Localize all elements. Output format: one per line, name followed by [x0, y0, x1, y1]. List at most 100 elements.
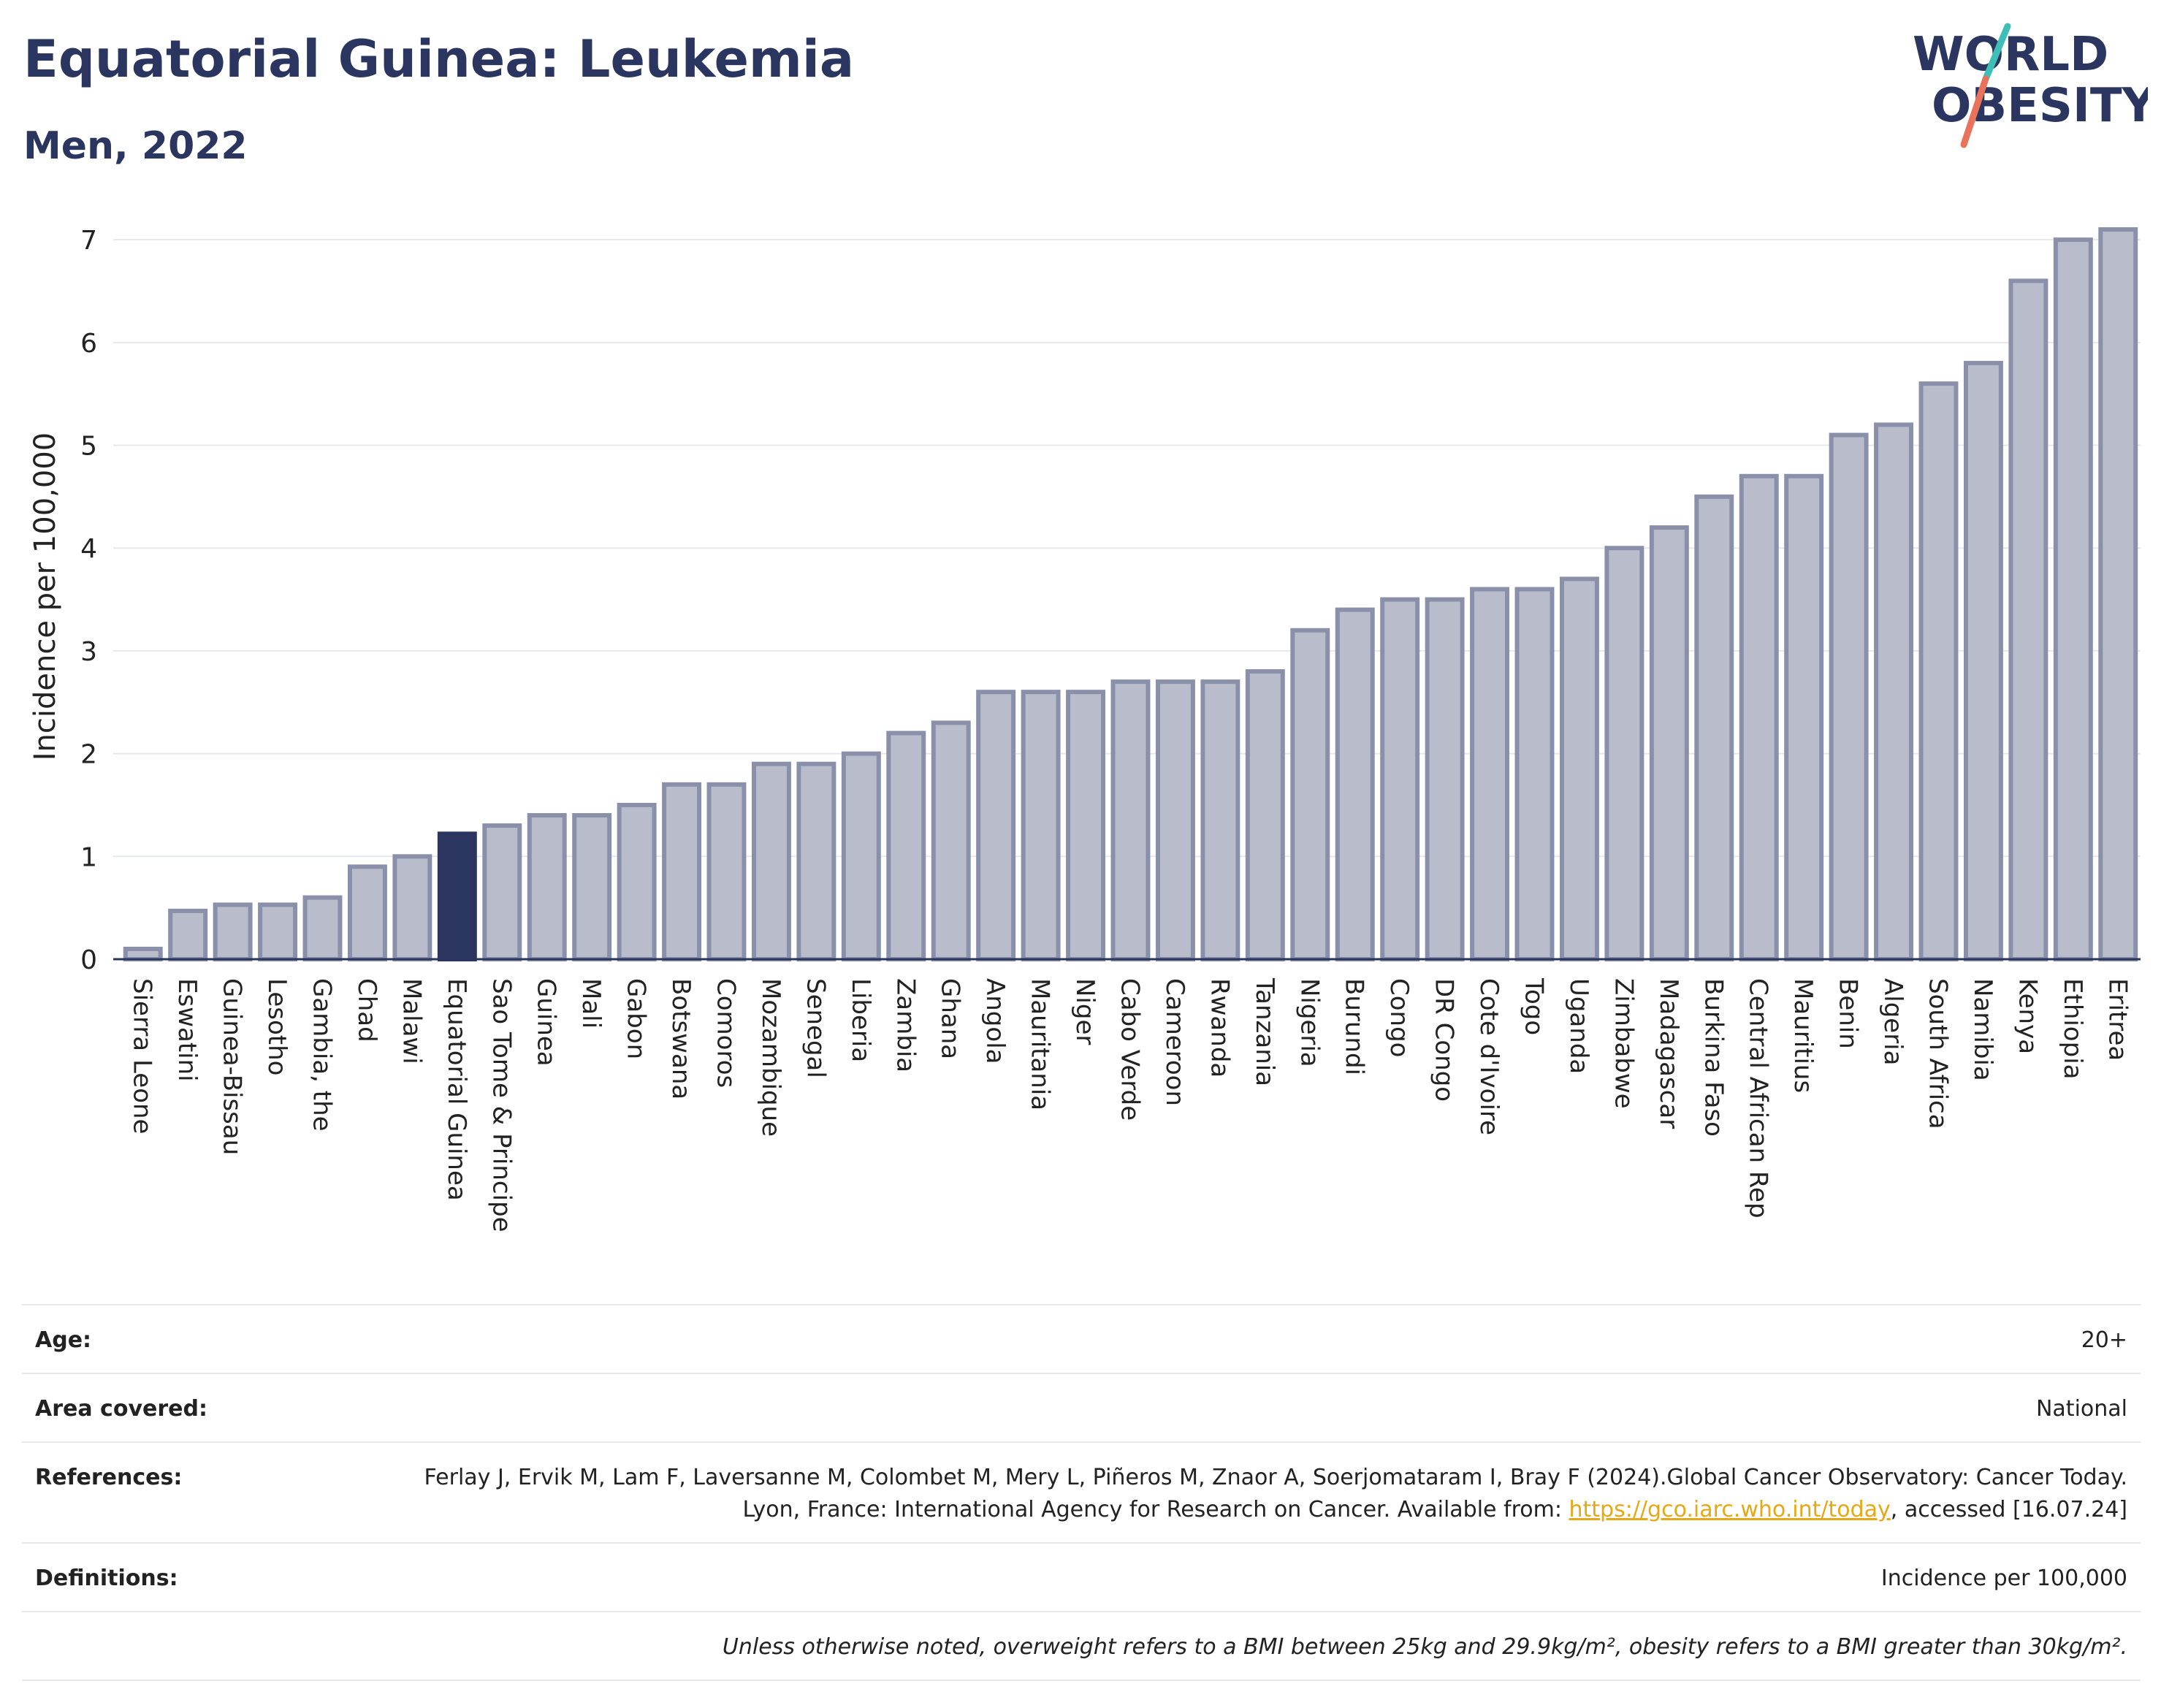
y-tick-label: 7 [80, 226, 97, 256]
bar-ghana [931, 720, 971, 961]
x-tick-label: Niger [1070, 978, 1099, 1045]
y-tick-label: 3 [80, 637, 97, 667]
y-tick-label: 6 [80, 329, 97, 359]
bar-namibia [1963, 360, 2003, 961]
bar-benin [1829, 432, 1869, 962]
bar-gambia-the [302, 895, 343, 961]
logo-slash-coral [1960, 75, 1989, 148]
x-tick-label: Gabon [622, 978, 651, 1059]
references-link[interactable]: https://gco.iarc.who.int/today [1569, 1497, 1891, 1522]
bar-chad [347, 864, 387, 961]
bar-cabo-verde [1110, 679, 1151, 961]
bar-congo [1380, 597, 1420, 961]
bar-gabon [617, 802, 657, 961]
bar-burkina-faso [1694, 494, 1734, 961]
age-value: 20+ [2081, 1327, 2127, 1353]
x-tick-label: Uganda [1564, 978, 1593, 1074]
x-tick-label: Central African Rep [1744, 978, 1773, 1219]
bar-angola [976, 690, 1016, 961]
bar-senegal [796, 761, 836, 961]
x-tick-label: Sao Tome & Principe [487, 978, 516, 1232]
bar-eswatini [168, 908, 208, 961]
bar-zambia [886, 731, 926, 961]
references-value: Ferlay J, Ervik M, Lam F, Laversanne M, … [411, 1462, 2127, 1526]
x-tick-label: Botswana [666, 978, 695, 1099]
bar-equatorial-guinea [437, 831, 477, 961]
x-tick-label: Burkina Faso [1699, 978, 1728, 1137]
y-tick-label: 5 [80, 432, 97, 462]
definitions-value: Incidence per 100,000 [1880, 1566, 2127, 1591]
x-tick-label: Angola [980, 978, 1010, 1064]
bar-ethiopia [2053, 237, 2093, 961]
bar-zimbabwe [1604, 546, 1644, 961]
x-tick-label: Liberia [846, 978, 875, 1062]
bar-central-african-rep [1739, 473, 1779, 962]
references-label: References: [35, 1465, 183, 1490]
age-label: Age: [35, 1327, 92, 1353]
references-suffix: , accessed [16.07.24] [1890, 1497, 2127, 1522]
x-tick-label: Mali [576, 978, 606, 1029]
area-value: National [2035, 1396, 2127, 1422]
bar-lesotho [258, 902, 298, 961]
x-tick-label: Sierra Leone [128, 978, 157, 1134]
bar-madagascar [1649, 525, 1689, 962]
x-tick-label: Lesotho [262, 978, 291, 1075]
bar-guinea [527, 813, 567, 961]
info-row-definitions: Definitions: Incidence per 100,000 [22, 1542, 2141, 1611]
x-tick-label: Ghana [936, 978, 965, 1059]
info-row-area: Area covered: National [22, 1373, 2141, 1441]
bar-south-africa [1918, 381, 1959, 962]
x-tick-label: Malawi [397, 978, 426, 1064]
chart-subtitle: Men, 2022 [23, 124, 248, 168]
bar-malawi [392, 854, 432, 961]
x-tick-label: Togo [1520, 977, 1549, 1035]
bar-kenya [2008, 278, 2048, 961]
x-tick-label: Mauritius [1788, 978, 1818, 1093]
world-obesity-logo: WORLD OBESITY [1913, 23, 2148, 148]
info-table: Age: 20+ Area covered: National Referenc… [22, 1304, 2141, 1681]
bar-dr-congo [1425, 597, 1465, 961]
bmi-note: Unless otherwise noted, overweight refer… [722, 1634, 2127, 1660]
info-row-note: Unless otherwise noted, overweight refer… [22, 1611, 2141, 1681]
y-axis-title: Incidence per 100,000 [28, 432, 62, 761]
x-tick-label: Congo [1384, 978, 1414, 1057]
x-tick-label: Cabo Verde [1116, 978, 1145, 1121]
logo-line2: OBESITY [1932, 79, 2148, 133]
bar-chart: 0 1 2 3 4 5 6 7 Incidence per 100,000 Sierra Leon… [28, 226, 2141, 1232]
bar-eritrea [2098, 227, 2138, 961]
bar-cote-d-ivoire [1470, 587, 1510, 961]
x-tick-label: Namibia [1968, 978, 1997, 1081]
x-tick-label: Zambia [891, 978, 920, 1072]
bar-sao-tome-principe [482, 823, 522, 961]
x-tick-label: Algeria [1878, 978, 1907, 1065]
x-tick-label: Guinea-Bissau [218, 978, 247, 1155]
y-tick-label: 1 [80, 842, 97, 872]
x-tick-label: Nigeria [1295, 978, 1324, 1067]
x-tick-label: Kenya [2013, 978, 2042, 1054]
x-tick-label: Comoros [712, 978, 741, 1088]
x-tick-label: Mozambique [756, 978, 785, 1137]
x-tick-label: Cote d'Ivoire [1474, 978, 1503, 1135]
y-tick-label: 2 [80, 740, 97, 770]
definitions-label: Definitions: [35, 1566, 178, 1591]
x-tick-label: DR Congo [1430, 978, 1459, 1102]
y-tick-label: 4 [80, 534, 97, 564]
bar-mauritania [1021, 690, 1061, 961]
bar-guinea-bissau [213, 902, 253, 961]
bar-niger [1066, 690, 1106, 961]
logo-slash-teal [1982, 23, 2011, 83]
x-tick-label: Rwanda [1205, 978, 1234, 1078]
bar-mali [572, 813, 612, 961]
bar-mozambique [751, 761, 791, 961]
logo-line1: WORLD [1913, 28, 2108, 82]
bar-togo [1514, 587, 1555, 961]
x-tick-label: Ethiopia [2058, 978, 2087, 1079]
x-tick-label: Madagascar [1654, 978, 1683, 1129]
x-tick-label: Equatorial Guinea [442, 978, 471, 1201]
info-row-references: References: Ferlay J, Ervik M, Lam F, La… [22, 1441, 2141, 1542]
bar-rwanda [1200, 679, 1240, 961]
x-tick-label: Chad [352, 978, 381, 1042]
y-tick-label: 0 [80, 945, 97, 975]
x-tick-label: Gambia, the [308, 978, 337, 1132]
x-tick-label: Eritrea [2103, 978, 2132, 1061]
